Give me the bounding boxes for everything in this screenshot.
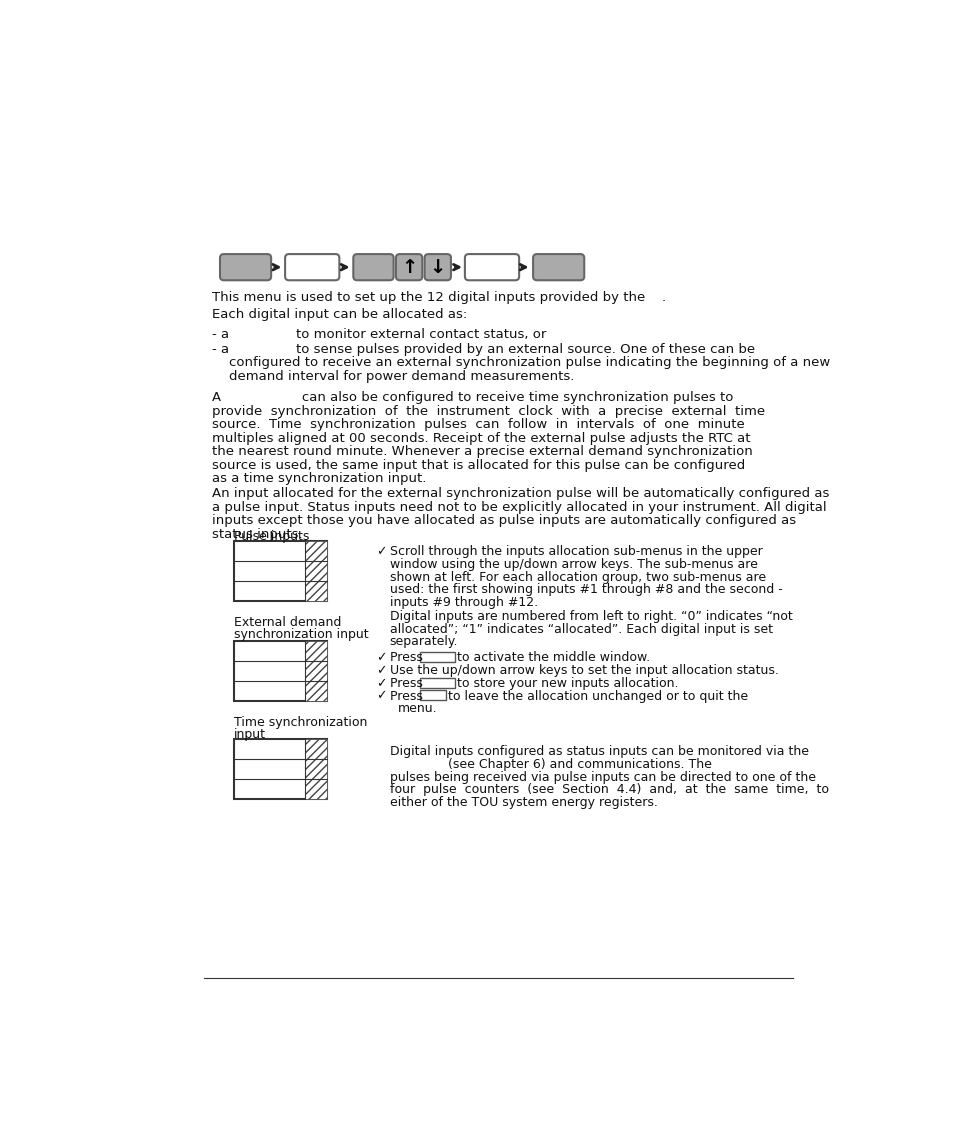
Text: separately.: separately. — [390, 635, 457, 649]
Text: to monitor external contact status, or: to monitor external contact status, or — [295, 328, 546, 341]
Bar — [419, 677, 455, 687]
Bar — [233, 641, 327, 701]
Text: ✓: ✓ — [375, 677, 386, 690]
Text: An input allocated for the external synchronization pulse will be automatically : An input allocated for the external sync… — [212, 488, 829, 500]
Text: Press: Press — [390, 651, 426, 665]
Text: provide  synchronization  of  the  instrument  clock  with  a  precise  external: provide synchronization of the instrumen… — [212, 404, 764, 418]
Bar — [305, 739, 327, 759]
Text: to sense pulses provided by an external source. One of these can be: to sense pulses provided by an external … — [295, 344, 754, 356]
Bar — [419, 690, 445, 700]
Text: inputs #9 through #12.: inputs #9 through #12. — [390, 596, 537, 609]
Text: ✓: ✓ — [375, 665, 386, 677]
Text: .: . — [661, 291, 665, 304]
Bar — [233, 540, 327, 601]
Text: synchronization input: synchronization input — [233, 628, 368, 641]
Text: Digital inputs are numbered from left to right. “0” indicates “not: Digital inputs are numbered from left to… — [390, 610, 792, 622]
Text: multiples aligned at 00 seconds. Receipt of the external pulse adjusts the RTC a: multiples aligned at 00 seconds. Receipt… — [212, 432, 750, 444]
FancyBboxPatch shape — [533, 254, 583, 280]
Text: a pulse input. Status inputs need not to be explicitly allocated in your instrum: a pulse input. Status inputs need not to… — [212, 501, 826, 514]
Bar — [305, 759, 327, 779]
Text: inputs except those you have allocated as pulse inputs are automatically configu: inputs except those you have allocated a… — [212, 514, 796, 528]
Text: Scroll through the inputs allocation sub-menus in the upper: Scroll through the inputs allocation sub… — [390, 545, 761, 558]
Text: source.  Time  synchronization  pulses  can  follow  in  intervals  of  one  min: source. Time synchronization pulses can … — [212, 418, 744, 431]
Text: (see Chapter 6) and communications. The: (see Chapter 6) and communications. The — [447, 758, 711, 771]
Text: to store your new inputs allocation.: to store your new inputs allocation. — [456, 677, 678, 690]
Text: demand interval for power demand measurements.: demand interval for power demand measure… — [229, 370, 574, 383]
Text: either of the TOU system energy registers.: either of the TOU system energy register… — [390, 796, 657, 810]
Text: status inputs.: status inputs. — [212, 528, 302, 541]
Text: shown at left. For each allocation group, two sub-menus are: shown at left. For each allocation group… — [390, 571, 765, 584]
Text: - a: - a — [212, 328, 229, 341]
Text: ↑: ↑ — [400, 258, 416, 276]
Bar — [305, 779, 327, 799]
Text: Digital inputs configured as status inputs can be monitored via the: Digital inputs configured as status inpu… — [390, 746, 808, 758]
Text: menu.: menu. — [397, 702, 436, 715]
Text: External demand: External demand — [233, 616, 341, 629]
Bar — [419, 652, 455, 662]
Text: source is used, the same input that is allocated for this pulse can be configure: source is used, the same input that is a… — [212, 459, 744, 472]
Bar — [305, 641, 327, 660]
Text: ✓: ✓ — [375, 651, 386, 665]
Text: A                   can also be configured to receive time synchronization pulse: A can also be configured to receive time… — [212, 392, 733, 404]
Bar — [305, 580, 327, 601]
Text: Time synchronization: Time synchronization — [233, 716, 367, 729]
Bar — [233, 739, 327, 799]
Text: Each digital input can be allocated as:: Each digital input can be allocated as: — [212, 308, 467, 321]
Bar — [305, 660, 327, 681]
Text: as a time synchronization input.: as a time synchronization input. — [212, 472, 426, 485]
FancyBboxPatch shape — [220, 254, 271, 280]
Text: ✓: ✓ — [375, 545, 386, 558]
FancyBboxPatch shape — [424, 254, 451, 280]
Text: Use the up/down arrow keys to set the input allocation status.: Use the up/down arrow keys to set the in… — [390, 665, 778, 677]
Text: input: input — [233, 727, 266, 741]
FancyBboxPatch shape — [464, 254, 518, 280]
Text: used: the first showing inputs #1 through #8 and the second -: used: the first showing inputs #1 throug… — [390, 584, 781, 596]
Text: ↓: ↓ — [429, 258, 445, 276]
Text: the nearest round minute. Whenever a precise external demand synchronization: the nearest round minute. Whenever a pre… — [212, 445, 752, 458]
FancyBboxPatch shape — [285, 254, 339, 280]
Bar — [305, 681, 327, 701]
Text: Pulse inputs: Pulse inputs — [233, 530, 309, 542]
Text: Press: Press — [390, 690, 426, 702]
FancyBboxPatch shape — [395, 254, 422, 280]
Text: to activate the middle window.: to activate the middle window. — [456, 651, 650, 665]
FancyBboxPatch shape — [353, 254, 394, 280]
Text: pulses being received via pulse inputs can be directed to one of the: pulses being received via pulse inputs c… — [390, 771, 815, 783]
Text: configured to receive an external synchronization pulse indicating the beginning: configured to receive an external synchr… — [229, 356, 830, 370]
Text: ✓: ✓ — [375, 690, 386, 702]
Text: This menu is used to set up the 12 digital inputs provided by the: This menu is used to set up the 12 digit… — [212, 291, 645, 304]
Text: window using the up/down arrow keys. The sub-menus are: window using the up/down arrow keys. The… — [390, 557, 757, 571]
Text: allocated”; “1” indicates “allocated”. Each digital input is set: allocated”; “1” indicates “allocated”. E… — [390, 622, 772, 636]
Bar — [305, 540, 327, 561]
Text: to leave the allocation unchanged or to quit the: to leave the allocation unchanged or to … — [447, 690, 747, 702]
Text: Press: Press — [390, 677, 426, 690]
Text: four  pulse  counters  (see  Section  4.4)  and,  at  the  same  time,  to: four pulse counters (see Section 4.4) an… — [390, 783, 828, 796]
Text: - a: - a — [212, 344, 229, 356]
Bar — [305, 561, 327, 580]
